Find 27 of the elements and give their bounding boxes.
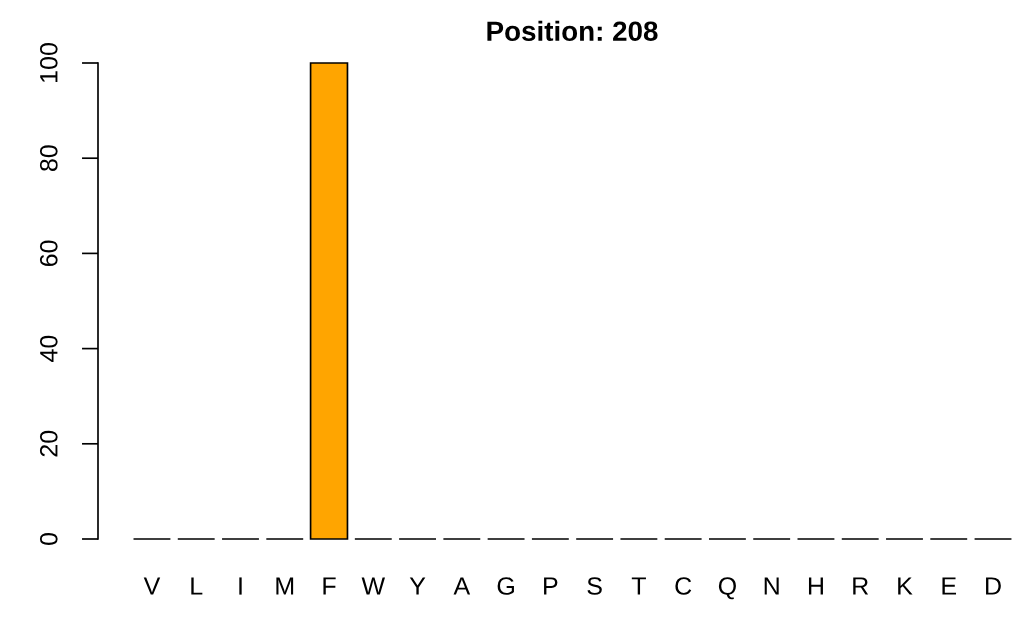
x-tick-label: T [631,577,646,595]
x-tick-label: V [143,577,161,595]
x-tick-label: Y [409,577,426,595]
y-tick-label: 0 [39,533,58,545]
x-tick-label: N [764,577,779,595]
x-tick-label: D [986,577,1001,595]
x-tick-label: C [675,577,692,595]
x-tick-label: M [276,577,294,595]
x-tick-label: F [323,577,336,595]
y-tick-label: 100 [39,43,58,82]
y-tick-label: 60 [39,240,58,267]
x-tick-label: S [587,577,602,595]
x-tick-label: G [497,577,514,595]
x-tick-label: Q [718,577,736,600]
x-tick-label: W [361,577,385,595]
y-tick-label: 80 [39,145,58,172]
x-tick-label: K [898,577,913,595]
x-tick-label: R [853,577,869,595]
y-tick-label: 20 [39,430,58,457]
x-tick-label: I [239,577,242,595]
x-tick-label: A [453,577,471,595]
y-tick-label: 40 [39,335,58,362]
x-tick-label: H [808,577,823,595]
x-tick-label: E [942,577,957,595]
x-tick-label: P [544,577,558,595]
x-tick-label: L [191,577,203,595]
chart-title: Position: 208 [487,20,658,42]
